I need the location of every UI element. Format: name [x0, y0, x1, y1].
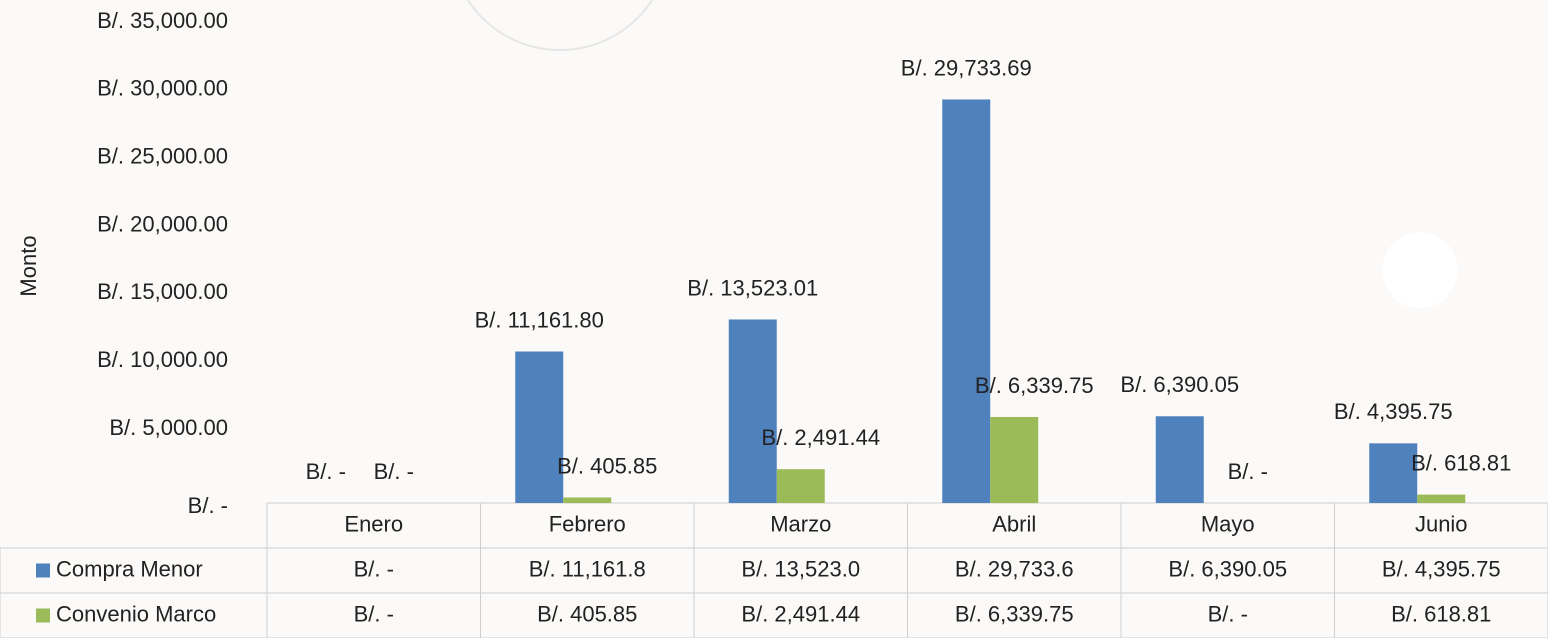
table-value: B/. - [354, 601, 394, 626]
x-tick-label: Febrero [549, 511, 626, 536]
table-value: B/. 6,339.75 [955, 601, 1074, 626]
data-label: B/. 13,523.01 [687, 275, 818, 300]
bar [728, 319, 777, 503]
y-tick-label: B/. 35,000.00 [97, 8, 228, 33]
data-label: B/. 618.81 [1411, 450, 1511, 475]
table-value: B/. 29,733.6 [955, 556, 1074, 581]
data-label: B/. 29,733.69 [901, 55, 1032, 80]
bar [990, 416, 1039, 503]
y-tick-label: B/. 30,000.00 [97, 76, 228, 101]
table-value: B/. - [354, 556, 394, 581]
bar [942, 99, 991, 504]
bar [515, 351, 564, 503]
legend-label: Convenio Marco [56, 601, 216, 626]
data-label: B/. 4,395.75 [1334, 399, 1453, 424]
y-tick-label: B/. 25,000.00 [97, 144, 228, 169]
data-label: B/. - [374, 459, 414, 484]
y-tick-label: B/. 20,000.00 [97, 211, 228, 236]
data-label: B/. 6,339.75 [975, 373, 1094, 398]
decoration [1382, 232, 1458, 308]
data-label: B/. 2,491.44 [761, 425, 880, 450]
bar [1155, 416, 1204, 503]
table-value: B/. 2,491.44 [741, 601, 860, 626]
data-label: B/. 11,161.80 [475, 307, 604, 332]
x-tick-label: Mayo [1201, 511, 1255, 536]
table-value: B/. 405.85 [537, 601, 637, 626]
table-value: B/. 618.81 [1391, 601, 1491, 626]
table-value: B/. 13,523.0 [741, 556, 860, 581]
x-tick-label: Marzo [770, 511, 831, 536]
bar [563, 497, 612, 503]
table-value: B/. - [1208, 601, 1248, 626]
legend-swatch [36, 608, 50, 623]
legend-swatch [36, 563, 50, 578]
bar [1369, 443, 1418, 503]
data-label: B/. 6,390.05 [1120, 372, 1239, 397]
x-tick-label: Junio [1415, 511, 1468, 536]
y-tick-label: B/. 10,000.00 [97, 347, 228, 372]
legend-label: Compra Menor [56, 556, 203, 581]
data-label: B/. - [306, 459, 346, 484]
bar [776, 469, 825, 503]
y-tick-label: B/. 5,000.00 [109, 415, 228, 440]
decoration [466, 0, 654, 51]
x-tick-label: Enero [344, 511, 403, 536]
y-tick-label: B/. 15,000.00 [97, 279, 228, 304]
table-value: B/. 11,161.8 [529, 556, 646, 581]
table-value: B/. 4,395.75 [1382, 556, 1501, 581]
y-tick-label: B/. - [188, 493, 228, 518]
data-label: B/. 405.85 [557, 453, 657, 478]
y-axis-label: Monto [16, 235, 41, 296]
table-cell [1334, 592, 1548, 638]
table-value: B/. 6,390.05 [1168, 556, 1287, 581]
data-label: B/. - [1228, 459, 1268, 484]
bar [1417, 494, 1466, 503]
x-tick-label: Abril [992, 511, 1036, 536]
